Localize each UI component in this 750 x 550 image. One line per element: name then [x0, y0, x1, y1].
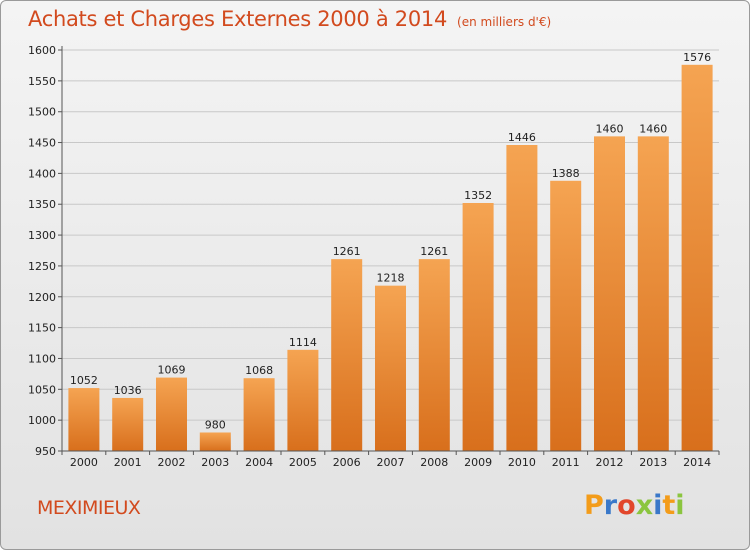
logo-letter: P — [584, 490, 604, 521]
data-label-2014: 1576 — [683, 51, 711, 64]
x-tick-label: 2001 — [114, 456, 142, 469]
bar-2014 — [681, 64, 713, 451]
bar-2013 — [637, 136, 669, 451]
chart-title-text: Achats et Charges Externes 2000 à 2014 — [28, 7, 448, 31]
y-tick-label: 1050 — [28, 383, 56, 396]
y-tick-label: 1450 — [28, 137, 56, 150]
bar-2000 — [68, 388, 100, 451]
data-label-2006: 1261 — [333, 245, 361, 258]
y-tick-label: 1350 — [28, 198, 56, 211]
data-label-2002: 1069 — [158, 364, 186, 377]
logo-letter: x — [635, 490, 654, 521]
data-label-2009: 1352 — [464, 189, 492, 202]
bar-2004 — [243, 378, 275, 451]
x-tick-label: 2013 — [639, 456, 667, 469]
y-tick-label: 1500 — [28, 106, 56, 119]
y-tick-label: 1000 — [28, 414, 56, 427]
data-label-2012: 1460 — [596, 122, 624, 135]
x-tick-label: 2005 — [289, 456, 317, 469]
x-tick-label: 2006 — [333, 456, 361, 469]
x-tick-label: 2000 — [70, 456, 98, 469]
bars — [68, 64, 713, 451]
bar-2007 — [375, 285, 406, 451]
bar-2005 — [287, 349, 319, 451]
bar-2001 — [112, 397, 144, 451]
bar-2009 — [462, 202, 494, 451]
data-label-2008: 1261 — [420, 245, 448, 258]
chart-subtitle: (en milliers d'€) — [457, 15, 552, 29]
y-tick-label: 950 — [35, 445, 56, 458]
y-tick-labels: 950 1000 1050 1100 1150 1200 1250 1300 1350 1400 1… — [28, 44, 56, 458]
logo-letter: r — [603, 490, 618, 521]
x-tick-label: 2014 — [683, 456, 711, 469]
y-tick-label: 1250 — [28, 260, 56, 273]
chart-title: Achats et Charges Externes 2000 à 2014 (e… — [28, 7, 551, 31]
x-tick-label: 2010 — [508, 456, 536, 469]
x-tick-label: 2007 — [377, 456, 405, 469]
y-tick-label: 1550 — [28, 75, 56, 88]
x-tick-label: 2011 — [552, 456, 580, 469]
y-tick-label: 1600 — [28, 44, 56, 57]
x-tick-label: 2008 — [420, 456, 448, 469]
bar-2008 — [418, 259, 450, 451]
logo-letter: i — [675, 490, 685, 521]
bar-2002 — [156, 377, 187, 451]
data-label-2010: 1446 — [508, 131, 536, 144]
data-label-2004: 1068 — [245, 364, 273, 377]
data-label-2000: 1052 — [70, 374, 98, 387]
bar-2006 — [331, 259, 363, 451]
data-label-2011: 1388 — [552, 167, 580, 180]
x-tick-label: 2002 — [158, 456, 186, 469]
x-tick-label: 2012 — [596, 456, 624, 469]
bar-2011 — [550, 180, 582, 451]
y-tick-label: 1200 — [28, 291, 56, 304]
data-label-2005: 1114 — [289, 336, 317, 349]
data-label-2007: 1218 — [377, 272, 405, 285]
logo-letter: o — [617, 490, 636, 521]
bar-2003 — [199, 432, 231, 451]
data-label-2001: 1036 — [114, 384, 142, 397]
data-label-2013: 1460 — [639, 122, 667, 135]
axes — [61, 46, 720, 455]
proxiti-logo: Proxiti — [584, 490, 685, 521]
x-tick-label: 2004 — [245, 456, 273, 469]
city-name: MEXIMIEUX — [37, 497, 141, 519]
y-tick-label: 1300 — [28, 229, 56, 242]
y-tick-label: 1150 — [28, 322, 56, 335]
logo-letter: i — [653, 490, 663, 521]
bar-2010 — [506, 145, 538, 451]
bar-2012 — [594, 136, 625, 451]
x-tick-label: 2003 — [201, 456, 229, 469]
y-tick-label: 1400 — [28, 167, 56, 180]
y-tick-label: 1100 — [28, 352, 56, 365]
data-label-2003: 980 — [205, 418, 226, 431]
x-tick-label: 2009 — [464, 456, 492, 469]
data-labels: 1052 1036 1069 980 1068 1114 1261 1218 1261 1352 1… — [70, 51, 711, 432]
logo-letter: t — [662, 490, 676, 521]
x-tick-labels: 2000 2001 2002 2003 2004 2005 2006 2007 2008 2009… — [70, 456, 711, 469]
